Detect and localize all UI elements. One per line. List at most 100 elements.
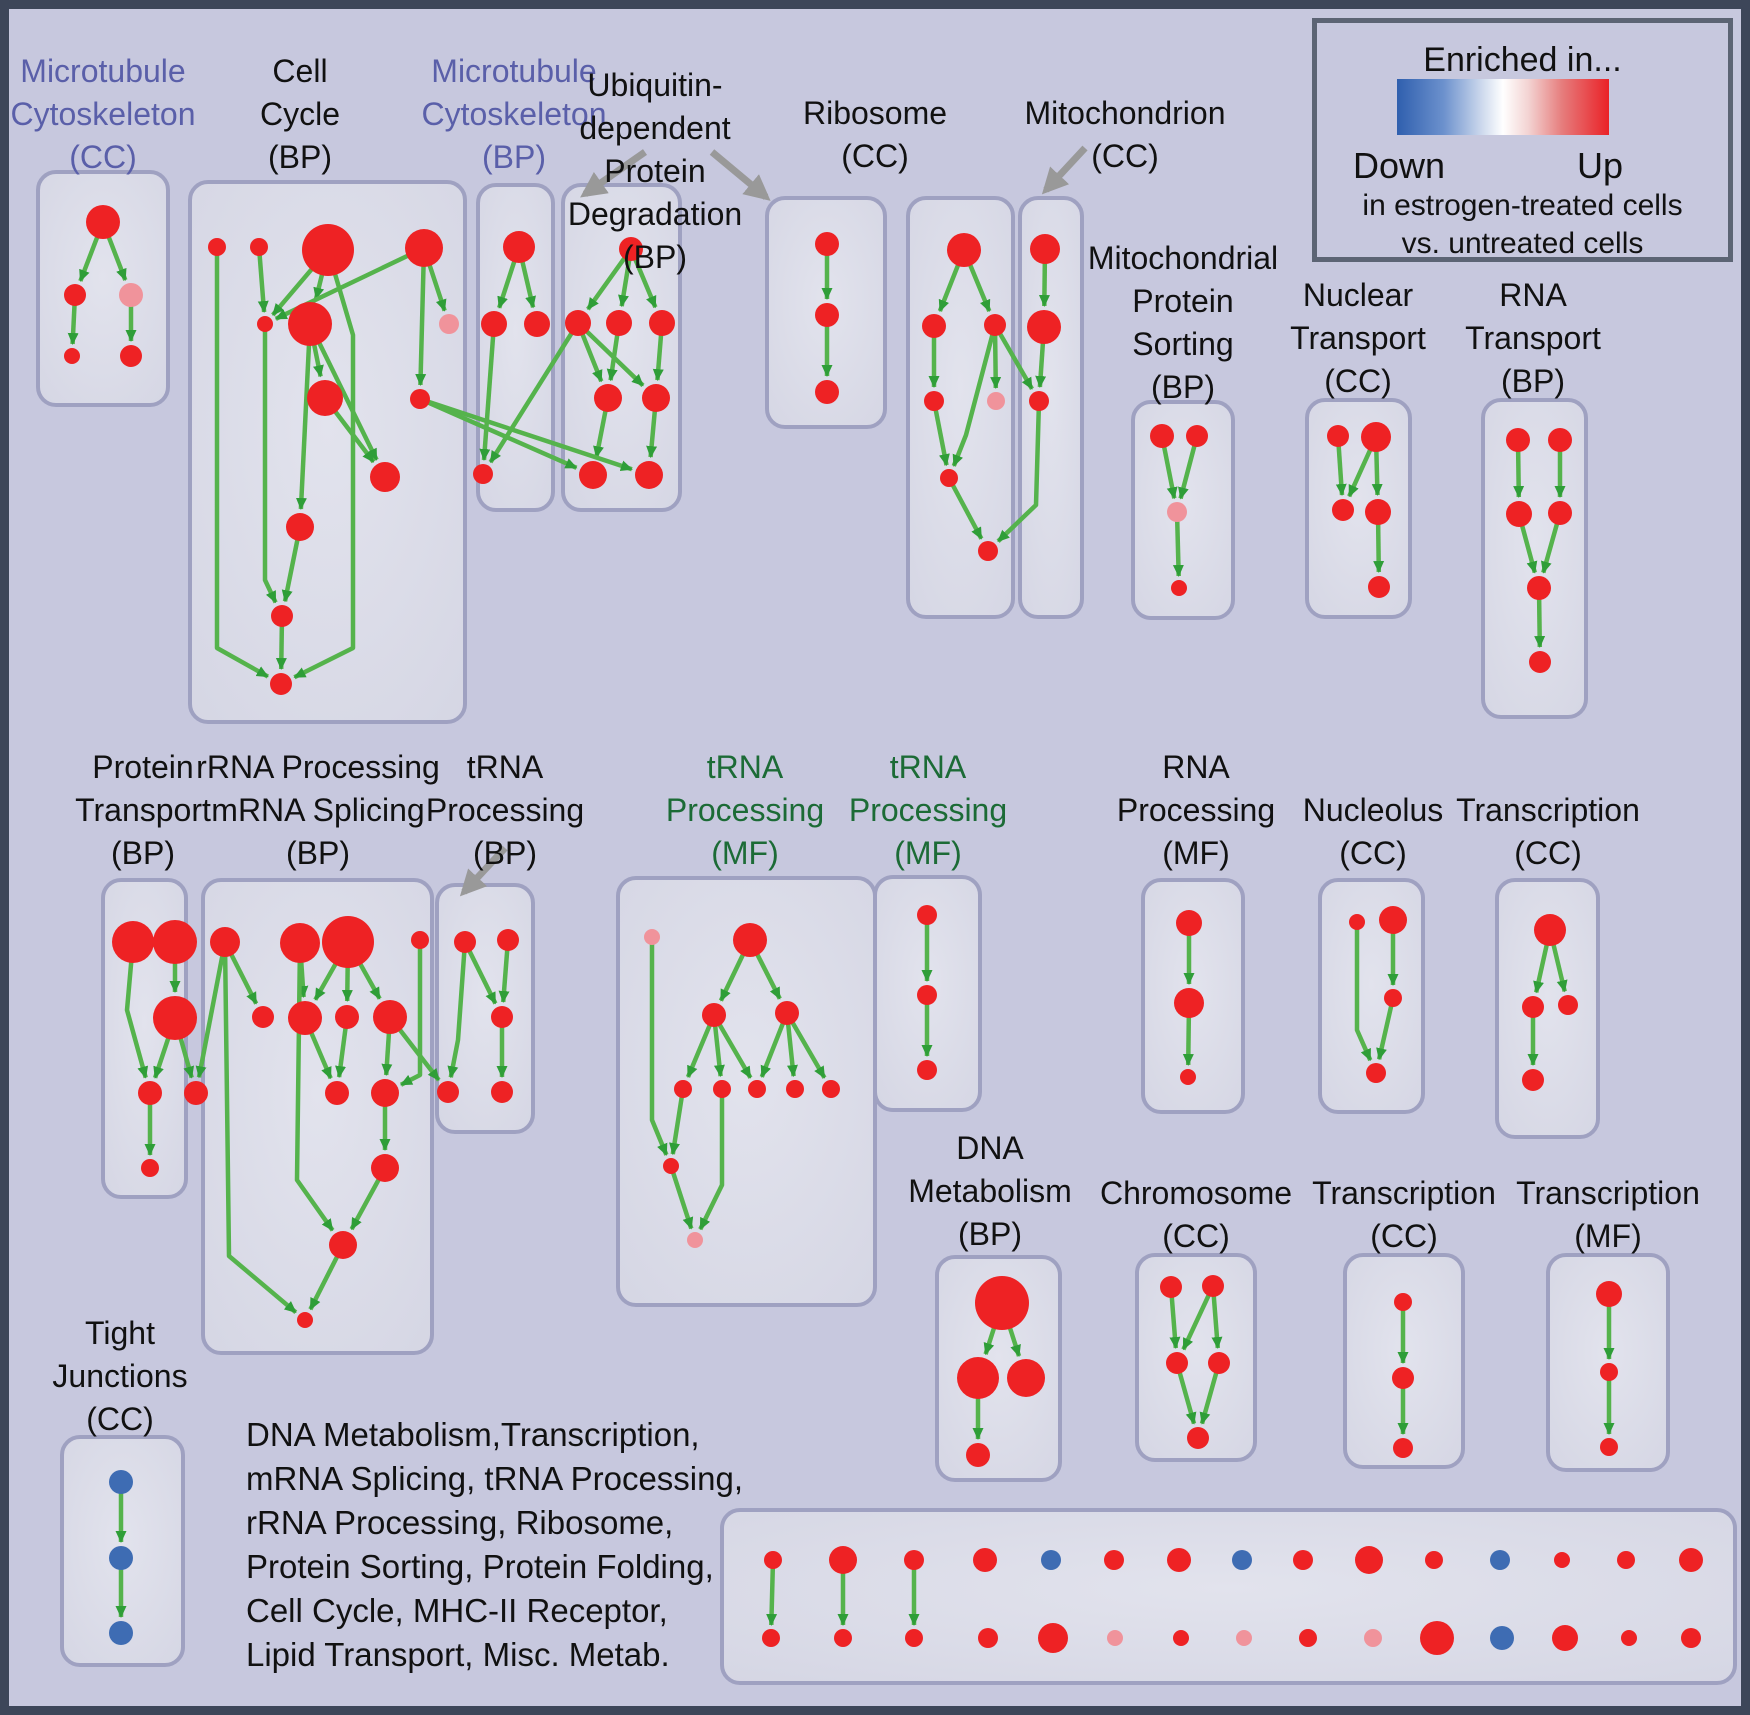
edge-arrow [1376, 997, 1396, 1061]
go-term-node [481, 311, 507, 337]
go-term-node [120, 345, 142, 367]
legend-subtitle: in estrogen-treated cells vs. untreated … [1362, 189, 1683, 260]
go-term-node [762, 1629, 780, 1647]
legend-title: Enriched in... [1423, 41, 1622, 79]
go-term-node [834, 1629, 852, 1647]
cluster-box-transcription-mf [1546, 1253, 1670, 1472]
legend-up-label: Up [1577, 145, 1624, 186]
go-term-node [109, 1621, 133, 1645]
edge-arrow [262, 324, 278, 604]
legend-gradient-bar [1397, 79, 1609, 135]
cluster-box-misc-pathways [720, 1508, 1737, 1685]
go-term-node [973, 1548, 997, 1572]
cluster-label-ubiquitin-degradation-bp-1: Ubiquitin- dependent Protein Degradation… [567, 67, 743, 275]
cluster-label-mitochondrion-cc: Mitochondrion (CC) [1024, 95, 1226, 174]
go-term-node [288, 1001, 322, 1035]
go-term-node [286, 513, 314, 541]
edge-arrow [1354, 922, 1373, 1062]
go-term-node [1167, 1548, 1191, 1572]
edge-arrow [993, 323, 1034, 391]
go-term-node [1420, 1621, 1454, 1655]
go-term-node [1379, 906, 1407, 934]
go-term-node [153, 920, 197, 964]
go-term-node [1171, 580, 1187, 596]
go-term-node [815, 380, 839, 404]
go-term-node [713, 1080, 731, 1098]
edge-arrow [124, 941, 149, 1079]
go-term-node [184, 1081, 208, 1105]
edge-arrow [479, 323, 497, 461]
go-term-node [325, 1081, 349, 1105]
edge-arrow [947, 476, 984, 540]
go-term-node [1327, 425, 1349, 447]
go-term-node [1160, 1276, 1182, 1298]
cluster-label-protein-transport-bp: Protein Transport (BP) [75, 749, 211, 871]
go-term-node [565, 310, 591, 336]
go-term-node [1681, 1628, 1701, 1648]
go-term-node [1030, 234, 1060, 264]
go-term-node [1490, 1626, 1514, 1650]
go-term-node [606, 310, 632, 336]
go-term-node [252, 1006, 274, 1028]
go-term-node [1548, 501, 1572, 525]
edge-arrow [447, 941, 468, 1079]
go-term-node [1167, 502, 1187, 522]
collapsed-clusters-note: DNA Metabolism,Transcription, mRNA Splic… [246, 1416, 744, 1673]
cluster-box-transcription-cc-upper [1495, 878, 1600, 1139]
go-term-node [1522, 996, 1544, 1018]
go-term-node [1038, 1623, 1068, 1653]
go-term-node [663, 1158, 679, 1174]
go-term-node [917, 985, 937, 1005]
go-term-node [524, 311, 550, 337]
go-term-node [1506, 501, 1532, 527]
go-term-node [405, 229, 443, 267]
go-term-node [1180, 1069, 1196, 1085]
go-term-node [64, 284, 86, 306]
go-term-node [1679, 1548, 1703, 1572]
edge-arrow [766, 1559, 778, 1626]
go-term-node [733, 923, 767, 957]
annotation-arrow [1041, 145, 1088, 195]
go-term-node [119, 283, 143, 307]
legend-down-label: Down [1353, 145, 1446, 186]
go-term-node [815, 303, 839, 327]
go-term-node [1621, 1630, 1637, 1646]
go-term-node [1299, 1629, 1317, 1647]
go-term-node [473, 464, 493, 484]
go-term-node [1393, 1438, 1413, 1458]
go-term-node [1174, 988, 1204, 1018]
go-term-node [619, 237, 643, 261]
cluster-label-transcription-cc-upper: Transcription (CC) [1456, 792, 1640, 871]
edge-arrow [222, 941, 298, 1315]
go-term-node [642, 384, 670, 412]
go-term-node [302, 224, 354, 276]
go-term-node [987, 392, 1005, 410]
go-term-node [410, 389, 430, 409]
edge-arrow [1181, 1285, 1216, 1351]
go-term-node [674, 1080, 692, 1098]
edge-arrow [419, 396, 633, 472]
cluster-label-trna-processing-mf-1: tRNA Processing (MF) [665, 749, 825, 871]
annotation-arrow [459, 845, 508, 897]
go-term-node [335, 1005, 359, 1029]
cluster-box-cell-cycle-bp [188, 180, 467, 724]
go-term-node [1027, 310, 1061, 344]
go-term-node [373, 1000, 407, 1034]
go-term-node [371, 1079, 399, 1107]
go-term-node [1529, 651, 1551, 673]
edge-arrow [712, 1013, 753, 1079]
go-term-node [829, 1546, 857, 1574]
go-term-node [947, 233, 981, 267]
edge-arrow [462, 941, 498, 1005]
go-term-node [917, 905, 937, 925]
cluster-label-rna-transport-bp: RNA Transport (BP) [1465, 277, 1601, 399]
go-term-node [503, 231, 535, 263]
go-term-node [702, 1003, 726, 1027]
go-term-node [138, 1081, 162, 1105]
go-term-node [579, 461, 607, 489]
go-term-node [815, 232, 839, 256]
go-term-node [1007, 1359, 1045, 1397]
cluster-label-mitochondrial-protein-sorting-bp: Mitochondrial Protein Sorting (BP) [1087, 240, 1279, 405]
